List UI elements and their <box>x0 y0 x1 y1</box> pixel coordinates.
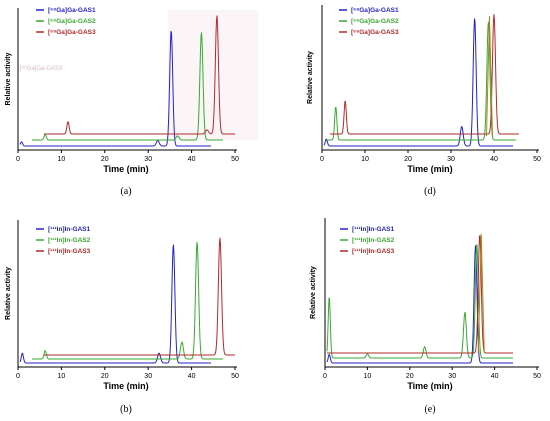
x-tick-label: 40 <box>188 156 196 163</box>
x-tick-label: 10 <box>361 156 369 163</box>
x-tick-label: 0 <box>323 373 327 380</box>
legend-entry-0: [¹¹¹In]In-GAS1 <box>48 226 91 233</box>
x-tick-label: 30 <box>144 156 152 163</box>
x-tick-label: 20 <box>101 156 109 163</box>
x-tick-label: 30 <box>448 373 456 380</box>
series-line-1 <box>32 32 223 141</box>
y-axis-title: Relative activity <box>5 52 12 105</box>
ghost-legend-label: [⁶⁸Ga]Ga-GAS3 <box>20 65 63 72</box>
series-line-2 <box>330 14 519 135</box>
legend-entry-1: [¹¹¹In]In-GAS2 <box>352 237 395 244</box>
x-tick-label: 30 <box>144 373 152 380</box>
x-tick-label: 40 <box>490 156 498 163</box>
overlap-peak-line <box>477 233 485 354</box>
x-tick-label: 40 <box>491 373 499 380</box>
legend-entry-1: [⁶⁸Ga]Ga-GAS2 <box>351 18 399 25</box>
y-axis-title: Relative activity <box>5 267 12 320</box>
legend-entry-2: [¹¹¹In]In-GAS3 <box>48 248 91 255</box>
series-line-2 <box>44 237 235 356</box>
x-tick-label: 0 <box>16 373 20 380</box>
chart-panel-2: 0 10 20 30 40 50 Time (min) Relative activity (b… <box>5 220 239 415</box>
series-line-0 <box>323 18 513 147</box>
y-axis-title: Relative activity <box>307 51 314 104</box>
x-tick-label: 20 <box>404 156 412 163</box>
panel-label: (e) <box>424 404 435 415</box>
x-tick-label: 30 <box>447 156 455 163</box>
x-tick-label: 10 <box>58 373 66 380</box>
x-axis-title: Time (min) <box>103 381 148 391</box>
x-tick-label: 50 <box>231 373 239 380</box>
x-axis-title: Time (min) <box>407 381 452 391</box>
series-line-2 <box>327 235 513 354</box>
x-tick-label: 10 <box>58 156 66 163</box>
legend-entry-1: [¹¹¹In]In-GAS2 <box>48 237 91 244</box>
x-tick-label: 0 <box>16 156 20 163</box>
x-tick-label: 0 <box>320 156 324 163</box>
series-line-1 <box>326 244 513 359</box>
series-line-0 <box>19 244 211 364</box>
x-tick-label: 50 <box>533 373 541 380</box>
x-tick-label: 40 <box>188 373 196 380</box>
y-axis-title: Relative activity <box>310 266 317 319</box>
chart-panel-1: 0 10 20 30 40 50 Time (min) Relative activity (d… <box>307 5 541 197</box>
x-tick-label: 10 <box>364 373 372 380</box>
legend-entry-2: [⁶⁸Ga]Ga-GAS3 <box>351 29 399 36</box>
x-axis-title: Time (min) <box>407 164 452 174</box>
chart-panel-3: 0 10 20 30 40 50 Time (min) Relative activity (e… <box>310 218 541 415</box>
legend-entry-2: [¹¹¹In]In-GAS3 <box>352 248 395 255</box>
legend-entry-0: [⁶⁸Ga]Ga-GAS1 <box>351 7 399 14</box>
legend-entry-2: [⁶⁸Ga]Ga-GAS3 <box>48 29 96 36</box>
series-line-1 <box>32 241 223 360</box>
x-tick-label: 20 <box>406 373 414 380</box>
x-tick-label: 20 <box>101 373 109 380</box>
legend-entry-0: [⁶⁸Ga]Ga-GAS1 <box>48 7 96 14</box>
legend-entry-0: [¹¹¹In]In-GAS1 <box>352 226 395 233</box>
legend-entry-1: [⁶⁸Ga]Ga-GAS2 <box>48 18 96 25</box>
panel-label: (b) <box>120 404 132 415</box>
panel-label: (d) <box>424 186 436 197</box>
x-axis-title: Time (min) <box>103 164 148 174</box>
series-line-1 <box>327 21 516 141</box>
chart-panel-0: 0 10 20 30 40 50 Time (min) Relative activity (a… <box>5 7 258 197</box>
ghost-overlay <box>168 10 258 140</box>
x-tick-label: 50 <box>231 156 239 163</box>
series-line-0 <box>326 245 513 364</box>
series-line-2 <box>44 15 235 135</box>
panel-label: (a) <box>120 186 131 197</box>
overlap-peak-line <box>485 15 493 137</box>
x-tick-label: 50 <box>533 156 541 163</box>
series-line-0 <box>19 30 211 147</box>
